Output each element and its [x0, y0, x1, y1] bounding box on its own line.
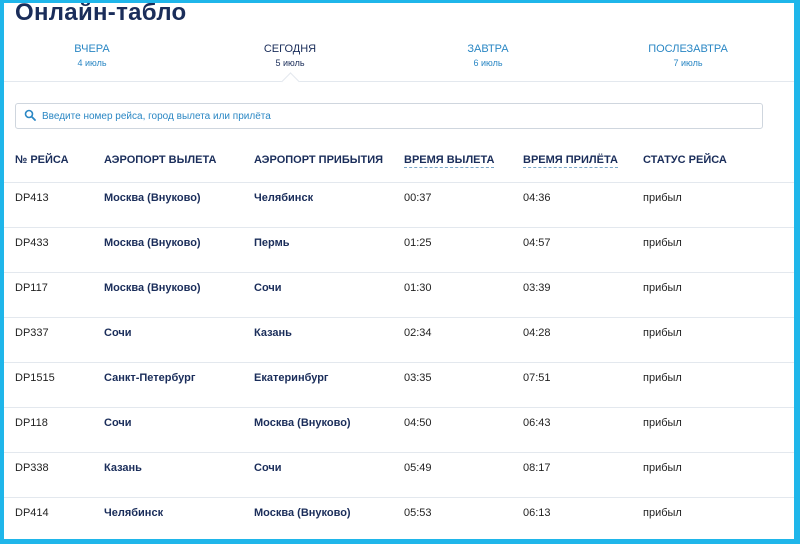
table-row: DP337 Сочи Казань 02:34 04:28 прибыл	[4, 318, 794, 363]
board-window: Онлайн-табло ВЧЕРА 4 июль СЕГОДНЯ 5 июль…	[4, 3, 794, 539]
tab-tomorrow[interactable]: ЗАВТРА 6 июль	[413, 43, 563, 69]
departure-airport: Москва (Внуково)	[104, 282, 201, 294]
table-row: DP413 Москва (Внуково) Челябинск 00:37 0…	[4, 183, 794, 228]
departure-time: 04:50	[404, 417, 432, 429]
arrival-airport: Казань	[254, 327, 292, 339]
table-row: DP338 Казань Сочи 05:49 08:17 прибыл	[4, 453, 794, 498]
table-row: DP414 Челябинск Москва (Внуково) 05:53 0…	[4, 498, 794, 539]
active-tab-pointer	[281, 72, 300, 91]
arrival-time: 04:28	[523, 327, 551, 339]
flight-number: DP338	[15, 462, 49, 474]
tab-date: 7 июль	[673, 58, 703, 68]
flight-status: прибыл	[643, 327, 682, 339]
flights-table: № РЕЙСА АЭРОПОРТ ВЫЛЕТА АЭРОПОРТ ПРИБЫТИ…	[4, 146, 794, 539]
arrival-airport: Москва (Внуково)	[254, 417, 351, 429]
flight-status: прибыл	[643, 237, 682, 249]
flight-status: прибыл	[643, 462, 682, 474]
search-box	[15, 103, 763, 129]
tab-label: СЕГОДНЯ	[263, 43, 317, 55]
table-row: DP1515 Санкт-Петербург Екатеринбург 03:3…	[4, 363, 794, 408]
departure-time: 05:49	[404, 462, 432, 474]
flight-status: прибыл	[643, 372, 682, 384]
flight-status: прибыл	[643, 192, 682, 204]
table-header: № РЕЙСА АЭРОПОРТ ВЫЛЕТА АЭРОПОРТ ПРИБЫТИ…	[4, 146, 794, 183]
tab-today[interactable]: СЕГОДНЯ 5 июль	[215, 43, 365, 91]
tab-date: 5 июль	[275, 58, 305, 68]
arrival-airport: Сочи	[254, 282, 282, 294]
arrival-airport: Екатеринбург	[254, 372, 329, 384]
search-icon	[24, 109, 36, 121]
header-flight: № РЕЙСА	[15, 154, 69, 166]
flight-status: прибыл	[643, 507, 682, 519]
departure-time: 03:35	[404, 372, 432, 384]
tab-date: 4 июль	[77, 58, 107, 68]
departure-time: 00:37	[404, 192, 432, 204]
departure-airport: Санкт-Петербург	[104, 372, 196, 384]
departure-time: 02:34	[404, 327, 432, 339]
date-tabs: ВЧЕРА 4 июль СЕГОДНЯ 5 июль ЗАВТРА 6 июл…	[4, 43, 794, 91]
table-row: DP433 Москва (Внуково) Пермь 01:25 04:57…	[4, 228, 794, 273]
flight-number: DP118	[15, 417, 48, 429]
arrival-airport: Челябинск	[254, 192, 314, 204]
departure-airport: Москва (Внуково)	[104, 237, 201, 249]
arrival-airport: Сочи	[254, 462, 282, 474]
table-row: DP118 Сочи Москва (Внуково) 04:50 06:43 …	[4, 408, 794, 453]
arrival-time: 07:51	[523, 372, 551, 384]
header-arrival-airport: АЭРОПОРТ ПРИБЫТИЯ	[254, 154, 384, 166]
tab-yesterday[interactable]: ВЧЕРА 4 июль	[17, 43, 167, 69]
flight-number: DP414	[15, 507, 49, 519]
tab-label: ЗАВТРА	[467, 43, 509, 55]
arrival-time: 04:57	[523, 237, 551, 249]
departure-airport: Сочи	[104, 327, 132, 339]
header-arrival-time[interactable]: ВРЕМЯ ПРИЛЁТА	[523, 154, 618, 168]
departure-time: 01:25	[404, 237, 432, 249]
tab-day-after-tomorrow[interactable]: ПОСЛЕЗАВТРА 7 июль	[613, 43, 763, 69]
departure-airport: Сочи	[104, 417, 132, 429]
arrival-time: 03:39	[523, 282, 551, 294]
arrival-time: 06:13	[523, 507, 551, 519]
flight-number: DP433	[15, 237, 49, 249]
departure-time: 01:30	[404, 282, 432, 294]
search-input[interactable]	[42, 104, 752, 128]
header-status: СТАТУС РЕЙСА	[643, 154, 727, 166]
flight-number: DP1515	[15, 372, 55, 384]
arrival-time: 08:17	[523, 462, 551, 474]
flight-number: DP413	[15, 192, 49, 204]
header-departure-time[interactable]: ВРЕМЯ ВЫЛЕТА	[404, 154, 495, 168]
table-row: DP117 Москва (Внуково) Сочи 01:30 03:39 …	[4, 273, 794, 318]
flight-status: прибыл	[643, 417, 682, 429]
departure-airport: Москва (Внуково)	[104, 192, 201, 204]
departure-airport: Челябинск	[104, 507, 164, 519]
flight-status: прибыл	[643, 282, 682, 294]
header-departure-airport: АЭРОПОРТ ВЫЛЕТА	[104, 154, 217, 166]
page-title: Онлайн-табло	[15, 3, 187, 26]
departure-time: 05:53	[404, 507, 432, 519]
flight-number: DP117	[15, 282, 48, 294]
tab-label: ПОСЛЕЗАВТРА	[648, 43, 728, 55]
tab-date: 6 июль	[473, 58, 503, 68]
arrival-airport: Москва (Внуково)	[254, 507, 351, 519]
arrival-time: 04:36	[523, 192, 551, 204]
tab-label: ВЧЕРА	[74, 43, 110, 55]
departure-airport: Казань	[104, 462, 142, 474]
arrival-time: 06:43	[523, 417, 551, 429]
flight-number: DP337	[15, 327, 49, 339]
arrival-airport: Пермь	[254, 237, 290, 249]
